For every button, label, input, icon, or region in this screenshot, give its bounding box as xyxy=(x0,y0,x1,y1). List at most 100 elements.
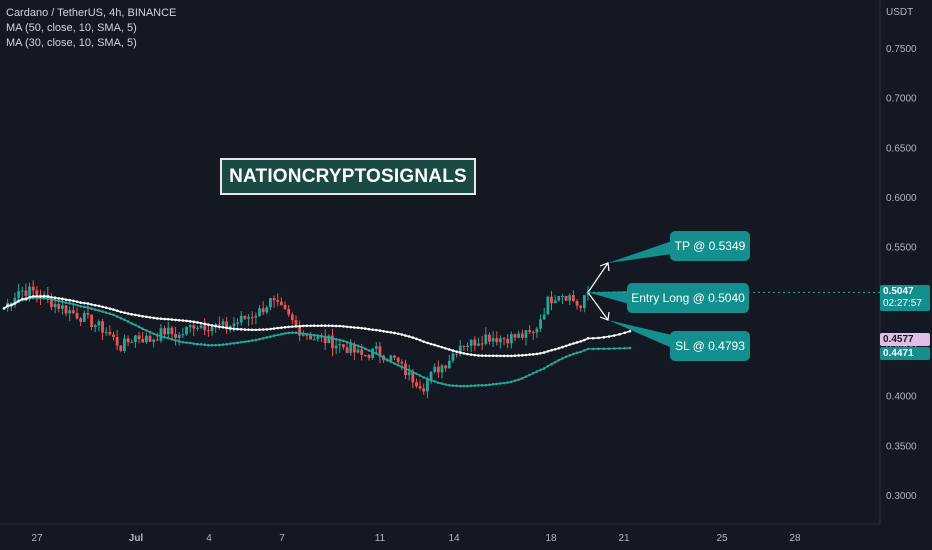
ma30-line-marker xyxy=(327,336,331,339)
ma50-line-marker xyxy=(542,351,546,354)
candle-body xyxy=(119,345,123,351)
ma50-line-marker xyxy=(345,325,349,329)
ma50-line-marker xyxy=(356,326,360,330)
ma30-line-marker xyxy=(367,349,371,352)
ma30-line-marker xyxy=(115,315,119,318)
x-tick-label: Jul xyxy=(129,533,144,544)
candle-body xyxy=(225,321,229,330)
ma30-line-marker xyxy=(101,310,104,313)
y-tick-label: 0.5500 xyxy=(886,243,917,254)
candle-body xyxy=(477,343,480,346)
ma30-line-marker xyxy=(112,313,115,317)
ma30-line-marker xyxy=(513,379,517,383)
sl-callout-pointer xyxy=(608,320,672,348)
ma50-line-marker xyxy=(491,354,495,358)
ma30-line-marker xyxy=(258,337,261,341)
ma50-line-marker xyxy=(93,304,97,307)
ma50-line-marker xyxy=(258,328,261,331)
ma50-line-marker xyxy=(152,316,155,320)
x-tick-label: 28 xyxy=(789,533,801,544)
ma50-legend[interactable]: MA (50, close, 10, SMA, 5) xyxy=(6,22,137,34)
ma30-line-marker xyxy=(542,367,546,370)
ma30-line-marker xyxy=(265,336,269,339)
ma50-line-marker xyxy=(28,295,31,299)
symbol-title[interactable]: Cardano / TetherUS, 4h, BINANCE xyxy=(6,7,177,19)
ma30-line-marker xyxy=(378,354,382,357)
candle-body xyxy=(272,298,276,301)
candle-body xyxy=(447,360,451,369)
candle-body xyxy=(134,335,137,342)
candle-body xyxy=(68,310,72,314)
ma50-line-marker xyxy=(196,321,199,324)
ma30-line-marker xyxy=(207,343,210,347)
ma50-line-marker xyxy=(192,320,196,324)
ma50-line-marker xyxy=(145,315,148,319)
ma30-line-marker xyxy=(287,331,291,335)
ma50-line-marker xyxy=(331,324,334,328)
candle-body xyxy=(451,353,455,361)
ma50-line-marker xyxy=(455,350,458,353)
candle-body xyxy=(188,325,192,328)
ma50-line-marker xyxy=(586,337,590,340)
ma30-line-marker xyxy=(433,380,437,383)
ma50-line-marker xyxy=(360,326,364,330)
candle-body xyxy=(28,286,31,296)
candle-body xyxy=(524,330,528,338)
ma30-line-marker xyxy=(86,306,90,309)
candle-body xyxy=(426,380,429,392)
ma50-line-marker xyxy=(137,314,141,317)
ma50-line-marker xyxy=(393,331,396,335)
ma50-line-marker xyxy=(291,325,294,328)
ma50-line-marker xyxy=(469,353,473,356)
ma50-line-marker xyxy=(250,328,254,332)
ma50-line-marker xyxy=(298,324,301,328)
ma50-line-marker xyxy=(108,307,112,310)
candle-body xyxy=(415,382,418,387)
ma50-line-marker xyxy=(218,325,221,329)
candle-body xyxy=(509,334,513,344)
ma30-line-marker xyxy=(553,360,557,364)
ma50-line-marker xyxy=(316,324,320,328)
ma50-line-marker xyxy=(272,327,276,330)
ma50-line-marker xyxy=(72,299,75,303)
ma50-line-marker xyxy=(338,324,342,328)
ma30-line-marker xyxy=(64,301,68,304)
ma50-line-marker xyxy=(437,344,440,348)
candle-body xyxy=(363,354,367,356)
ma50-line-marker xyxy=(115,309,119,312)
ma30-line-marker xyxy=(163,336,166,339)
ma30-line-marker xyxy=(535,370,539,373)
candle-body xyxy=(258,308,261,317)
stop-loss-callout: SL @ 0.4793 xyxy=(670,331,750,361)
ma30-line-marker xyxy=(291,331,294,334)
candle-body xyxy=(185,327,188,335)
ma30-line-marker xyxy=(254,338,258,342)
ma50-line-marker xyxy=(163,317,166,321)
ma30-line-marker xyxy=(623,346,627,350)
ma50-line-marker xyxy=(628,329,632,333)
candle-body xyxy=(455,353,458,355)
ma30-line-marker xyxy=(466,384,469,388)
candle-body xyxy=(582,295,586,308)
candle-body xyxy=(71,310,75,313)
candle-body xyxy=(444,365,448,369)
candle-body xyxy=(104,332,108,334)
ma30-line-marker xyxy=(612,347,616,350)
ma30-line-marker xyxy=(130,322,134,325)
ma30-line-marker xyxy=(305,332,309,336)
candle-body xyxy=(192,325,196,329)
y-tick-label: 0.6000 xyxy=(886,193,917,204)
ma30-legend[interactable]: MA (30, close, 10, SMA, 5) xyxy=(6,37,137,49)
candle-body xyxy=(586,291,590,296)
ma30-line-marker xyxy=(75,303,79,307)
ma30-line-marker xyxy=(462,384,466,388)
ma30-line-marker xyxy=(440,382,444,385)
candle-body xyxy=(130,341,134,343)
ma30-line-marker xyxy=(528,373,531,377)
y-tick-label: 0.7000 xyxy=(886,94,917,105)
ma30-line-marker xyxy=(79,304,82,308)
candle-body xyxy=(35,290,39,295)
ma30-line-marker xyxy=(61,300,64,303)
ma30-line-marker xyxy=(316,334,320,337)
